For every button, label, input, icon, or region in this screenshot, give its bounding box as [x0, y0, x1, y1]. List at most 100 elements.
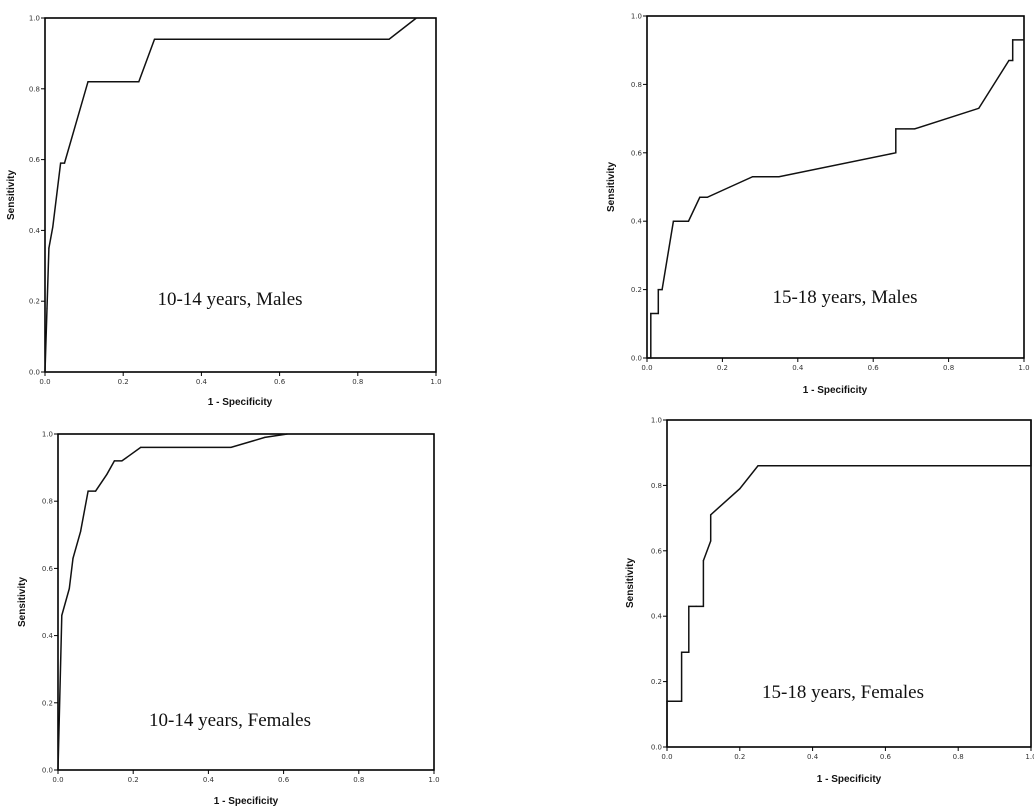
x-tick-label: 0.2 [118, 378, 129, 386]
roc-point [138, 81, 140, 83]
y-tick-label: 1.0 [29, 15, 40, 23]
roc-point [687, 220, 690, 222]
x-tick-label: 0.8 [352, 378, 363, 386]
roc-curve [57, 433, 288, 771]
roc-point [1012, 59, 1014, 62]
roc-point [978, 107, 980, 109]
roc-point [140, 446, 142, 448]
y-tick-label: 0.8 [42, 498, 53, 506]
roc-point [681, 700, 683, 702]
panel-annotation: 15-18 years, Males [772, 287, 917, 308]
x-tick-label: 0.4 [203, 776, 215, 784]
roc-point [388, 38, 390, 40]
y-tick-label: 0.8 [29, 85, 40, 93]
roc-point [46, 307, 48, 309]
y-axis-label: Sensitivity [17, 577, 28, 627]
roc-point [688, 605, 690, 608]
y-tick-label: 0.6 [42, 565, 54, 573]
x-tick-label: 0.2 [734, 753, 745, 761]
roc-point [1030, 419, 1032, 421]
roc-point [739, 488, 741, 490]
y-tick-label: 0.0 [42, 767, 53, 775]
roc-point [661, 289, 663, 291]
y-tick-label: 1.0 [42, 431, 53, 439]
roc-point [72, 557, 74, 559]
roc-point [914, 128, 916, 130]
roc-point [657, 289, 659, 291]
y-tick-label: 0.4 [651, 613, 663, 621]
y-tick-label: 0.0 [651, 744, 662, 752]
y-tick-label: 0.0 [631, 355, 642, 363]
roc-point [106, 473, 108, 475]
y-tick-label: 0.4 [42, 632, 54, 640]
roc-point [264, 436, 266, 438]
y-tick-label: 0.0 [29, 369, 40, 377]
panel-annotation: 15-18 years, Females [762, 682, 924, 703]
x-tick-label: 1.0 [1025, 753, 1034, 761]
y-tick-label: 0.4 [631, 218, 643, 226]
x-axis-label: 1 - Specificity [208, 397, 273, 408]
roc-point [757, 465, 759, 467]
y-tick-label: 0.6 [651, 547, 663, 555]
x-tick-label: 0.0 [52, 776, 63, 784]
plot-frame [44, 17, 437, 373]
x-axis-label: 1 - Specificity [803, 385, 868, 396]
roc-point [121, 460, 123, 462]
roc-point [710, 514, 712, 516]
x-tick-label: 0.0 [661, 753, 672, 761]
roc-point [1023, 39, 1025, 41]
roc-point [672, 220, 675, 222]
roc-point [80, 530, 82, 533]
roc-point [87, 81, 89, 83]
roc-point [657, 312, 659, 315]
y-tick-label: 1.0 [631, 13, 642, 21]
roc-point [1012, 39, 1014, 41]
roc-point [61, 614, 63, 617]
y-axis-label: Sensitivity [606, 162, 617, 212]
y-tick-label: 0.2 [651, 678, 662, 686]
roc-point [286, 433, 288, 435]
y-axis-label: Sensitivity [6, 170, 17, 220]
roc-point [52, 226, 54, 228]
roc-point [44, 371, 46, 373]
roc-point [60, 162, 62, 164]
roc-point [688, 651, 690, 653]
y-tick-label: 0.2 [29, 298, 40, 306]
roc-point [1030, 465, 1032, 467]
x-tick-label: 0.2 [128, 776, 139, 784]
x-tick-label: 0.8 [943, 364, 954, 372]
roc-point [1008, 59, 1010, 62]
x-axis-label: 1 - Specificity [214, 796, 279, 807]
roc-point [895, 152, 897, 154]
roc-point [666, 700, 668, 702]
roc-point [415, 17, 417, 19]
roc-point [666, 746, 668, 748]
panel-annotation: 10-14 years, Females [149, 710, 311, 731]
roc-point [48, 247, 50, 249]
roc-point [113, 460, 115, 462]
roc-point [702, 605, 705, 608]
y-axis-label: Sensitivity [625, 558, 636, 608]
x-tick-label: 0.4 [792, 364, 804, 372]
roc-point [230, 446, 232, 448]
roc-point [699, 196, 701, 198]
roc-point [95, 490, 97, 492]
roc-point [695, 605, 697, 608]
plot-frame [57, 433, 435, 771]
x-tick-label: 1.0 [428, 776, 439, 784]
roc-point [710, 540, 712, 542]
roc-panel-females-10-14: 0.0 0.2 0.4 0.6 0.8 1.0 0.0 0.2 0.4 0.6 0.8 1.0 1 - … [17, 431, 440, 808]
x-tick-label: 0.0 [641, 364, 652, 372]
y-tick-label: 0.2 [42, 699, 53, 707]
x-tick-label: 0.2 [717, 364, 728, 372]
y-tick-label: 0.8 [631, 81, 642, 89]
x-tick-label: 0.8 [353, 776, 364, 784]
y-tick-label: 0.6 [29, 156, 41, 164]
roc-point [650, 312, 652, 315]
roc-point [68, 588, 70, 590]
x-tick-label: 0.6 [274, 378, 286, 386]
y-tick-label: 1.0 [651, 417, 662, 425]
roc-point [646, 357, 648, 359]
roc-panel-males-10-14: 0.0 0.2 0.4 0.6 0.8 1.0 0.0 0.2 0.4 0.6 0.8 1.0 1 - … [6, 15, 442, 409]
